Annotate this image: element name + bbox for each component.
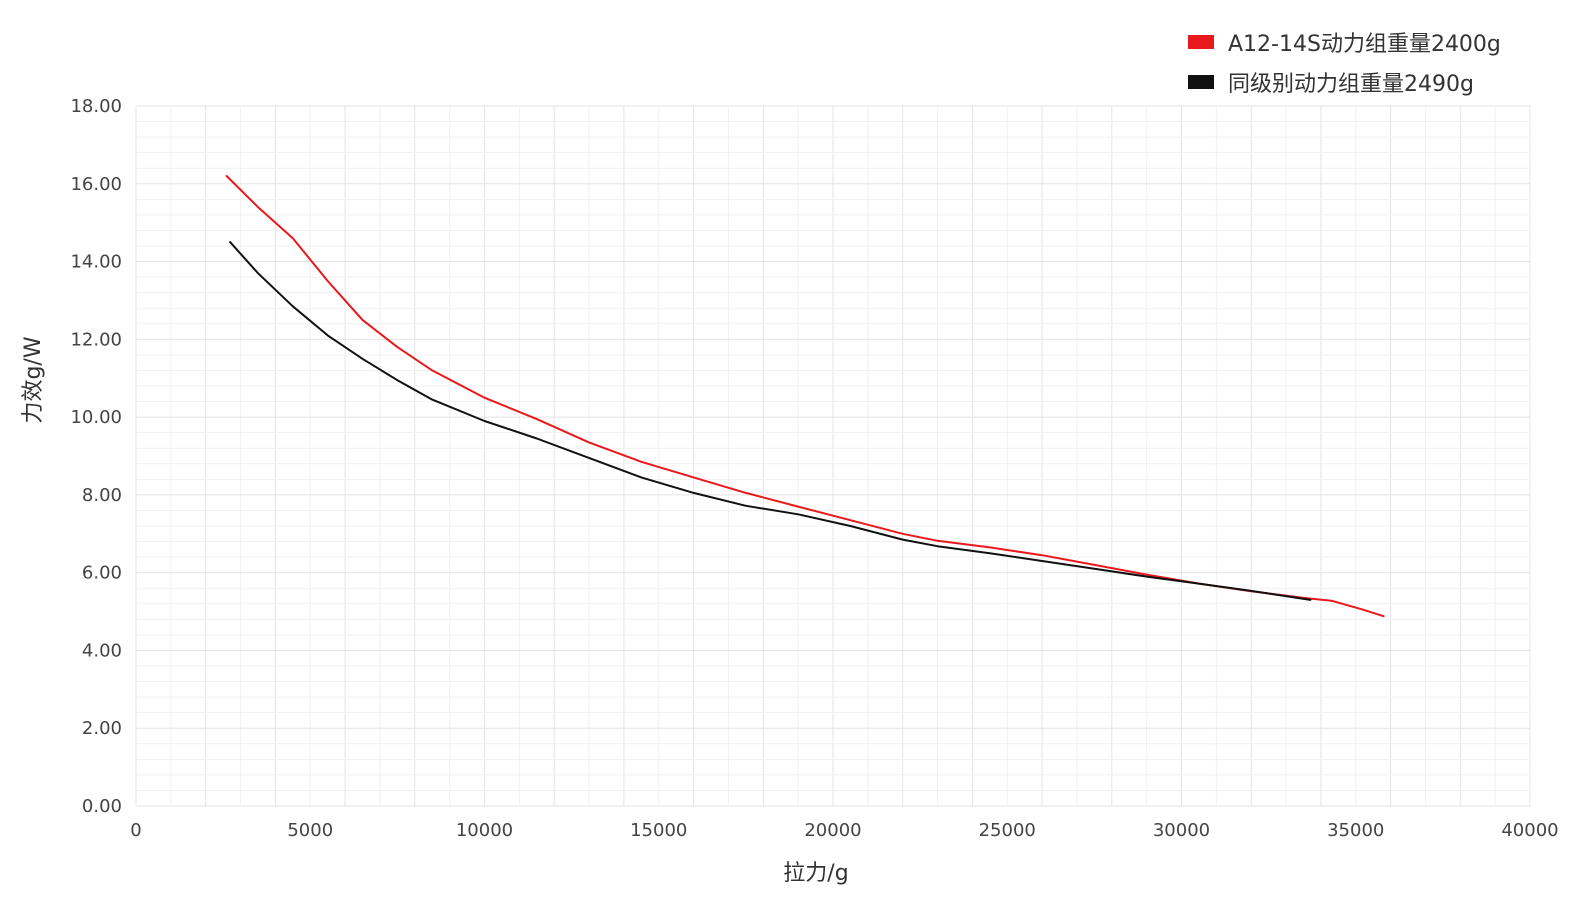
x-axis-ticks: 0 5000 10000 15000 20000 25000 30000 35000 40000 — [130, 820, 1558, 841]
x-tick-label: 25000 — [979, 820, 1036, 841]
legend-label-series-1: A12-14S动力组重量2400g — [1228, 32, 1501, 57]
x-tick-label: 0 — [130, 820, 141, 841]
chart-series — [225, 175, 1385, 618]
x-tick-label: 30000 — [1153, 820, 1210, 841]
y-tick-label: 10.00 — [70, 407, 122, 428]
y-axis-ticks: 0.00 2.00 4.00 6.00 8.00 10.00 12.00 14.00 16.00… — [70, 96, 122, 817]
chart-legend: A12-14S动力组重量2400g 同级别动力组重量2490g — [1188, 22, 1501, 102]
y-tick-label: 4.00 — [82, 640, 122, 661]
chart-grid — [135, 105, 1531, 807]
y-tick-label: 8.00 — [82, 485, 122, 506]
legend-swatch-series-1 — [1188, 35, 1214, 49]
y-tick-label: 12.00 — [70, 329, 122, 350]
legend-item-series-1: A12-14S动力组重量2400g — [1188, 22, 1501, 62]
y-tick-label: 16.00 — [70, 174, 122, 195]
x-tick-label: 35000 — [1327, 820, 1384, 841]
legend-item-series-2: 同级别动力组重量2490g — [1188, 62, 1501, 102]
series-line-2 — [229, 241, 1312, 601]
y-tick-label: 6.00 — [82, 563, 122, 584]
legend-swatch-series-2 — [1188, 75, 1214, 89]
y-tick-label: 2.00 — [82, 718, 122, 739]
x-tick-label: 40000 — [1501, 820, 1558, 841]
y-axis-title: 力效g/W — [21, 336, 46, 423]
legend-label-series-2: 同级别动力组重量2490g — [1228, 72, 1474, 97]
y-tick-label: 0.00 — [82, 796, 122, 817]
x-tick-label: 5000 — [287, 820, 333, 841]
x-tick-label: 20000 — [804, 820, 861, 841]
x-axis-title: 拉力/g — [783, 861, 848, 886]
series-line-1 — [225, 175, 1385, 618]
y-tick-label: 18.00 — [70, 96, 122, 117]
x-tick-label: 15000 — [630, 820, 687, 841]
x-tick-label: 10000 — [456, 820, 513, 841]
y-tick-label: 14.00 — [70, 252, 122, 273]
